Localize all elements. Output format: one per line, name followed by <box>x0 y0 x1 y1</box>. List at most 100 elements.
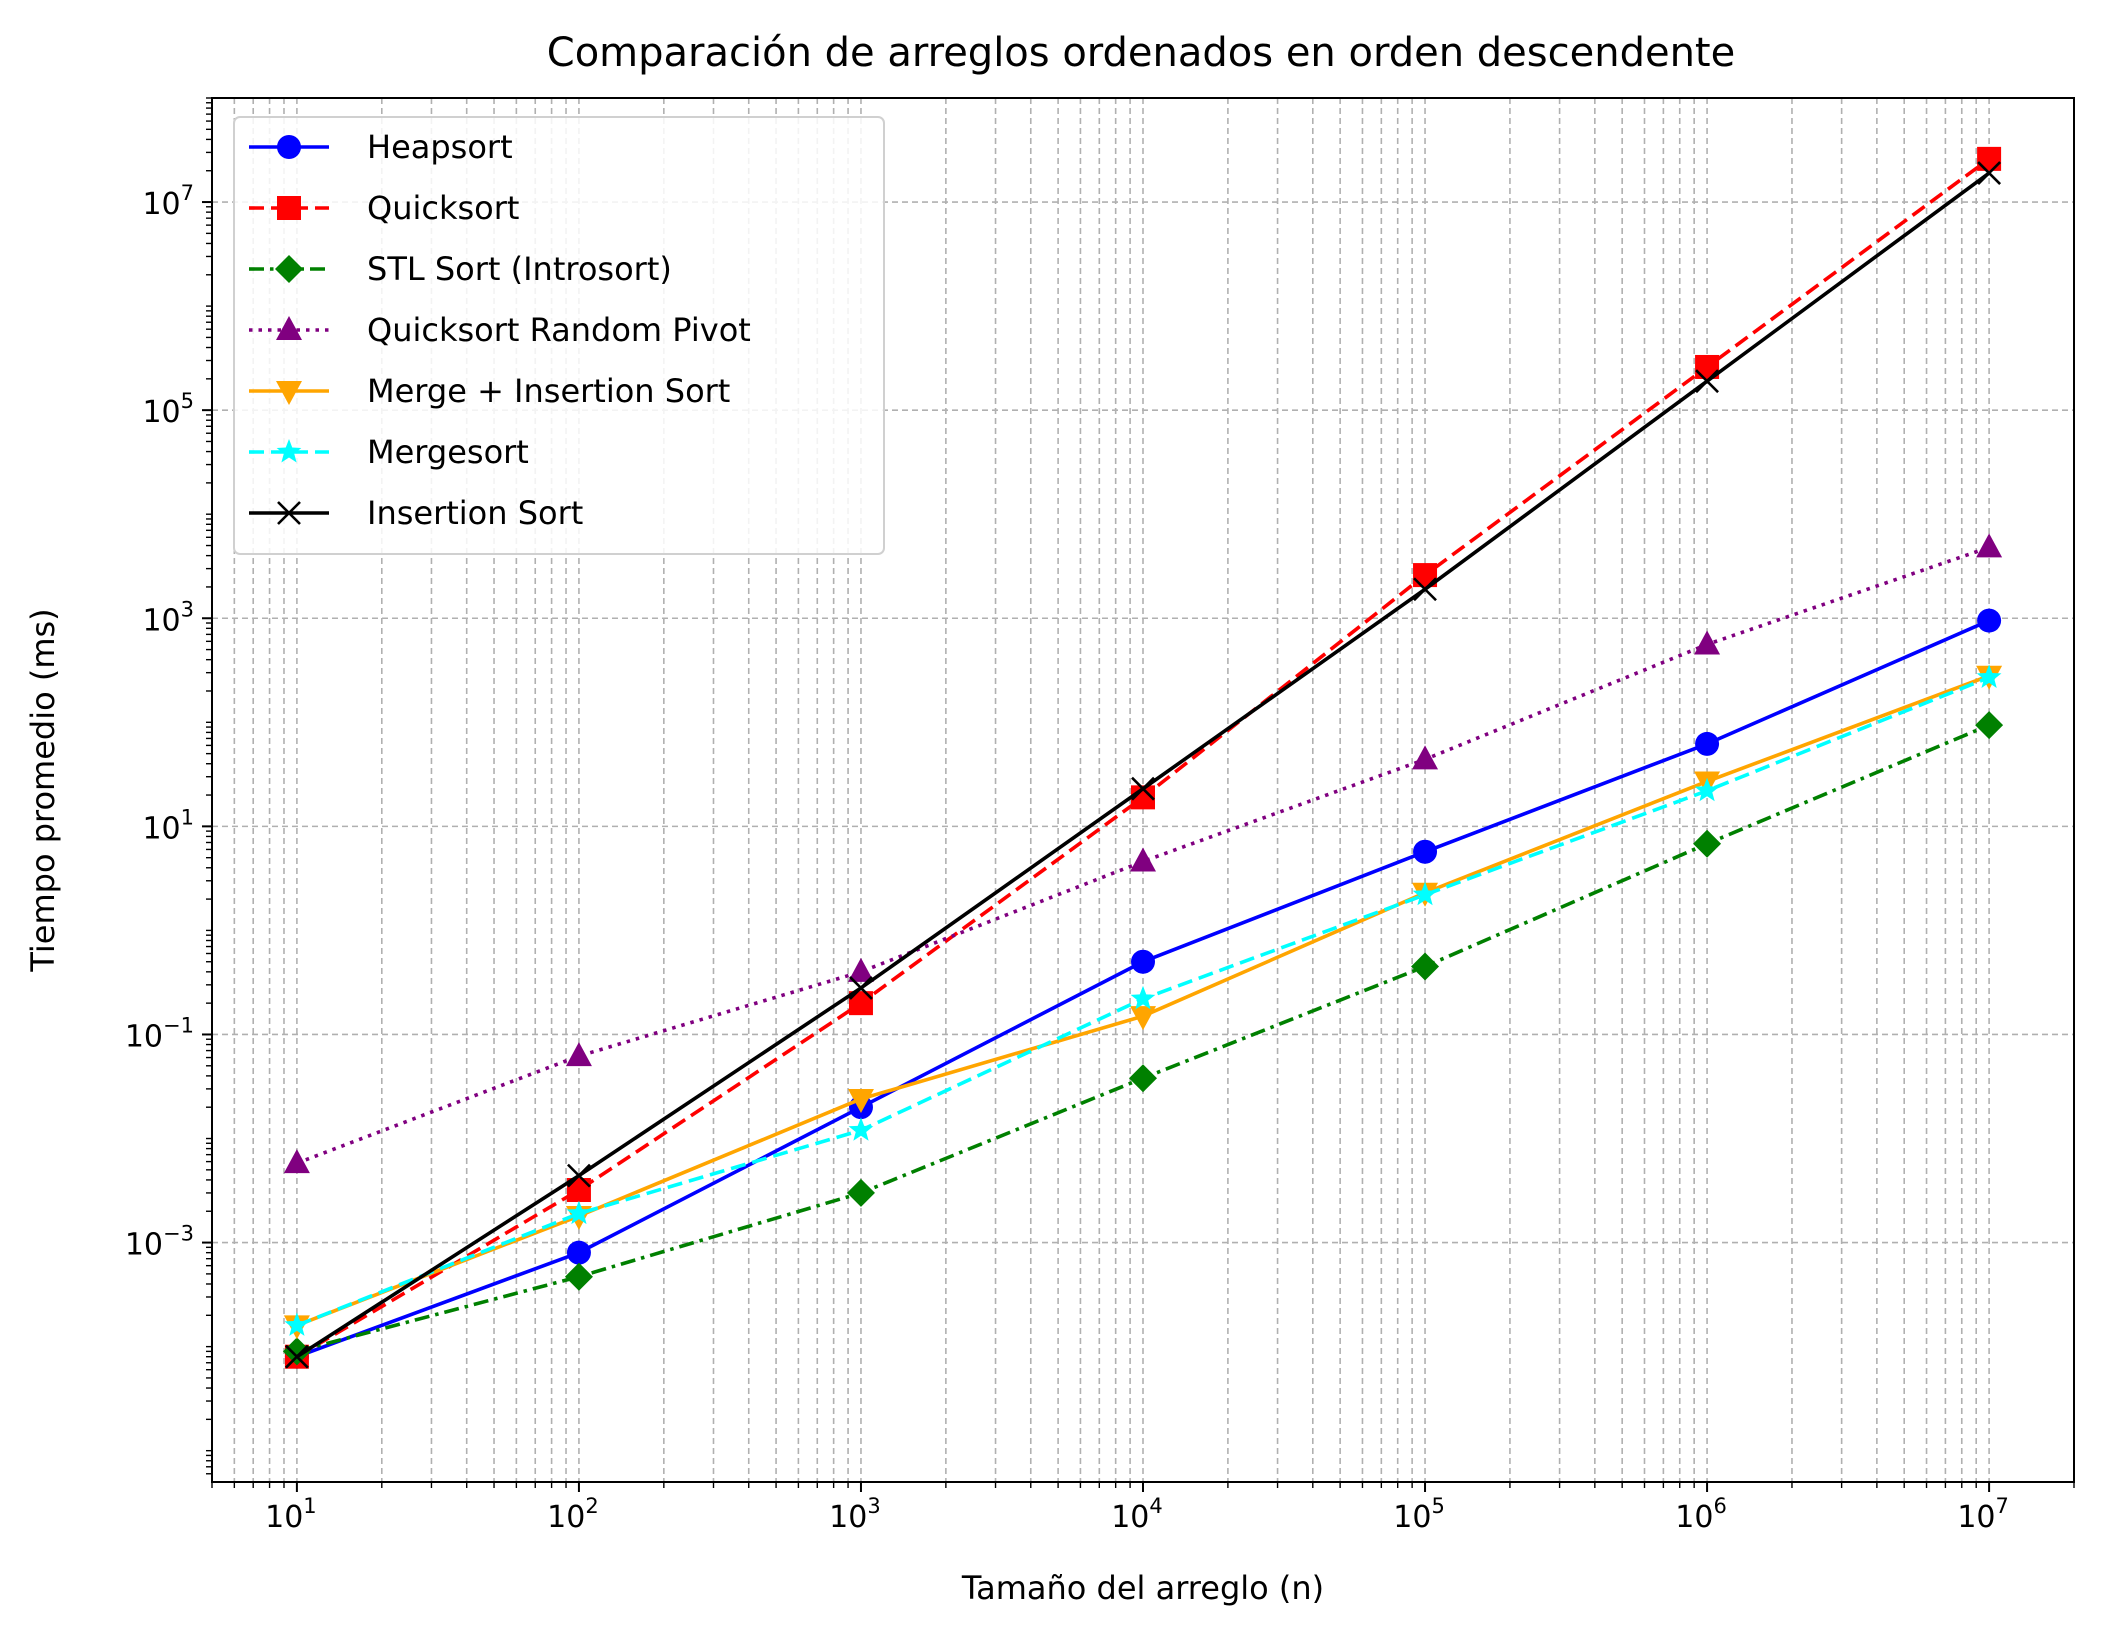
y-tick-exponent: −3 <box>163 1222 194 1246</box>
x-tick-exponent: 2 <box>585 1494 598 1518</box>
marker-triangle-up <box>276 316 302 340</box>
y-tick-base: 10 <box>125 1228 163 1263</box>
x-tick-label: 106 <box>1675 1494 1727 1535</box>
marker-x <box>1977 161 2002 185</box>
marker-circle <box>1977 608 2002 633</box>
y-tick-label: 101 <box>142 805 194 846</box>
marker-x <box>849 976 873 1000</box>
y-tick-label: 107 <box>142 181 194 222</box>
x-tick-label: 104 <box>1111 1494 1163 1535</box>
chart-title: Comparación de arreglos ordenados en ord… <box>547 30 1735 76</box>
legend-label: STL Sort (Introsort) <box>367 250 672 288</box>
legend: Heapsort Quicksort STL Sort (Introsort) Qui… <box>233 116 885 555</box>
marker-triangle-down <box>276 381 302 405</box>
marker-star <box>566 1200 592 1225</box>
legend-label: Quicksort Random Pivot <box>367 311 751 349</box>
x-tick-label: 105 <box>1393 1494 1445 1535</box>
marker-circle <box>1131 949 1155 974</box>
y-tick-base: 10 <box>142 187 180 222</box>
marker-star <box>1976 664 2002 688</box>
legend-entry: Quicksort <box>249 189 519 227</box>
legend-entry: Mergesort <box>249 433 529 471</box>
legend-entry: STL Sort (Introsort) <box>249 250 672 288</box>
marker-triangle-up <box>565 1042 592 1067</box>
y-tick-label: 10−3 <box>125 1222 194 1263</box>
legend-entry: Quicksort Random Pivot <box>249 311 751 349</box>
marker-star <box>284 1312 310 1336</box>
marker-diamond <box>1411 952 1440 981</box>
marker-star <box>1412 881 1438 906</box>
y-tick-base: 10 <box>142 811 180 846</box>
marker-square <box>277 196 301 220</box>
legend-entry: Insertion Sort <box>249 494 583 532</box>
marker-triangle-up <box>847 957 874 982</box>
x-tick-label: 101 <box>265 1494 317 1535</box>
marker-star <box>276 439 302 463</box>
x-tick-exponent: 6 <box>1713 1494 1726 1518</box>
marker-diamond <box>564 1262 593 1291</box>
series-stl-sort-introsort <box>282 711 2004 1366</box>
y-tick-exponent: 3 <box>181 597 194 621</box>
y-axis-label: Tiempo promedio (ms) <box>24 608 62 972</box>
x-tick-exponent: 5 <box>1431 1494 1444 1518</box>
marker-x <box>284 1344 309 1369</box>
x-tick-label: 107 <box>1957 1494 2009 1535</box>
x-axis-label: Tamaño del arreglo (n) <box>961 1569 1324 1607</box>
marker-triangle-up <box>1976 533 2003 558</box>
series-mergesort <box>284 664 2002 1336</box>
y-tick-exponent: 5 <box>181 389 194 413</box>
marker-circle <box>1413 839 1438 864</box>
y-tick-label: 103 <box>142 597 194 638</box>
marker-triangle-up <box>1412 745 1439 770</box>
y-tick-exponent: −1 <box>163 1013 194 1037</box>
marker-star <box>848 1117 874 1141</box>
marker-triangle-up <box>1694 630 1721 655</box>
y-tick-exponent: 7 <box>181 181 194 205</box>
series-insertion-sort <box>284 161 2002 1369</box>
marker-diamond <box>275 255 303 283</box>
marker-x <box>1413 577 1437 602</box>
marker-star <box>1694 777 1720 802</box>
legend-label: Merge + Insertion Sort <box>367 372 730 410</box>
marker-diamond <box>1975 711 2004 740</box>
marker-triangle-up <box>283 1149 310 1174</box>
x-tick-exponent: 4 <box>1149 1494 1162 1518</box>
legend-entry: Heapsort <box>249 128 513 166</box>
marker-x <box>1131 776 1155 801</box>
marker-circle <box>566 1240 591 1265</box>
x-tick-label: 103 <box>829 1494 881 1535</box>
marker-diamond <box>1693 829 1722 858</box>
series-quicksort-random-pivot <box>283 533 2003 1174</box>
marker-x <box>277 501 301 525</box>
x-tick-exponent: 7 <box>1996 1494 2009 1518</box>
y-tick-exponent: 1 <box>181 805 194 829</box>
x-tick-base: 10 <box>1957 1500 1995 1535</box>
y-tick-label: 105 <box>142 389 194 430</box>
y-tick-label: 10−1 <box>125 1013 194 1054</box>
marker-diamond <box>846 1178 875 1207</box>
x-tick-base: 10 <box>1675 1500 1713 1535</box>
marker-diamond <box>282 1337 311 1366</box>
x-tick-label: 102 <box>547 1494 599 1535</box>
x-tick-base: 10 <box>1111 1500 1149 1535</box>
marker-triangle-down <box>847 1088 874 1113</box>
x-tick-base: 10 <box>265 1500 303 1535</box>
marker-star <box>1130 985 1156 1010</box>
x-tick-exponent: 3 <box>867 1494 880 1518</box>
legend-label: Insertion Sort <box>367 494 583 532</box>
legend-entry: Merge + Insertion Sort <box>249 372 730 410</box>
marker-circle <box>277 135 301 159</box>
marker-x <box>567 1163 591 1188</box>
x-tick-exponent: 1 <box>303 1494 316 1518</box>
marker-circle <box>1695 731 1720 756</box>
x-tick-base: 10 <box>547 1500 585 1535</box>
x-tick-base: 10 <box>829 1500 867 1535</box>
y-tick-base: 10 <box>125 1019 163 1054</box>
legend-label: Mergesort <box>367 433 529 471</box>
legend-box <box>233 116 885 555</box>
marker-square <box>1977 146 2002 171</box>
marker-diamond <box>1129 1064 1157 1093</box>
y-tick-base: 10 <box>142 395 180 430</box>
series-layer <box>282 146 2004 1369</box>
